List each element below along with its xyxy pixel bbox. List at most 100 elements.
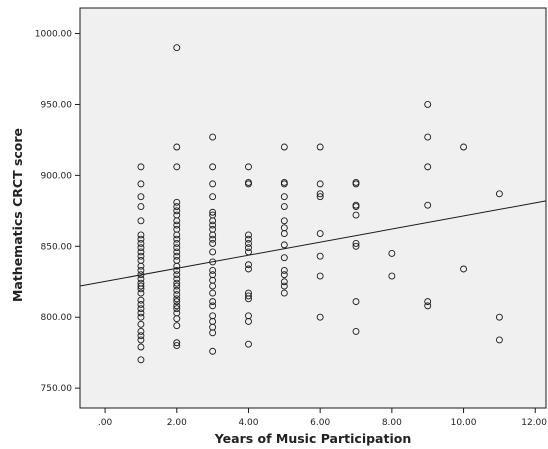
data-point (316, 193, 324, 201)
data-point (137, 332, 145, 340)
data-point (352, 242, 360, 250)
data-point (173, 342, 181, 350)
data-point (352, 327, 360, 335)
data-point (137, 356, 145, 364)
data-point (173, 295, 181, 303)
data-point (173, 244, 181, 252)
data-point (460, 143, 468, 151)
data-point (209, 289, 217, 297)
data-point (209, 163, 217, 171)
data-point (316, 180, 324, 188)
x-tick-label: 8.00 (382, 418, 402, 428)
data-point (137, 282, 145, 290)
data-point (173, 248, 181, 256)
data-point (137, 163, 145, 171)
data-point (245, 265, 252, 273)
data-point (209, 248, 217, 256)
data-point (424, 298, 432, 306)
data-point (245, 292, 252, 300)
x-axis-label: Years of Music Participation (214, 431, 411, 446)
data-point (137, 275, 145, 283)
data-point (424, 133, 432, 141)
data-point (173, 315, 181, 323)
data-point (209, 298, 217, 306)
data-point (209, 266, 217, 274)
data-point (137, 301, 145, 308)
data-point (245, 318, 252, 325)
data-point (173, 231, 181, 239)
data-point (173, 279, 181, 287)
data-point (173, 286, 181, 294)
data-point (137, 244, 145, 252)
fit-line (79, 200, 547, 287)
y-tick-label: 800.00 (41, 313, 73, 323)
data-point (137, 313, 145, 321)
data-point (280, 143, 288, 151)
data-point (209, 282, 217, 290)
data-point (316, 143, 324, 151)
data-point (173, 298, 181, 306)
data-point (209, 329, 217, 337)
data-point (137, 327, 145, 335)
data-point (137, 296, 145, 304)
data-point (137, 305, 145, 313)
x-tick-label: 6.00 (310, 418, 330, 428)
data-point (137, 343, 145, 351)
data-point (173, 44, 181, 52)
data-point (460, 265, 468, 273)
data-point (424, 163, 432, 171)
data-point (352, 180, 360, 188)
data-point (280, 217, 288, 225)
y-axis-ticks: 750.00 800.00 850.00 900.00 950.00 1000.00 (35, 30, 80, 394)
data-point (245, 261, 252, 269)
data-point (280, 193, 288, 201)
y-axis-label: Mathematics CRCT score (10, 128, 25, 302)
data-point (280, 180, 288, 188)
data-point (137, 231, 145, 239)
x-axis-ticks: .00 2.00 4.00 6.00 8.00 10.00 12.00 (98, 408, 547, 428)
data-point (137, 240, 145, 247)
data-point (173, 282, 181, 290)
data-point (137, 217, 145, 225)
x-tick-label: 12.00 (521, 418, 547, 428)
data-point (173, 203, 181, 211)
data-point (173, 275, 181, 283)
data-point (280, 271, 288, 279)
data-point (137, 285, 145, 293)
data-points (137, 44, 503, 364)
data-point (173, 262, 181, 270)
data-point (245, 240, 252, 247)
data-point (137, 252, 145, 260)
data-point (352, 211, 360, 219)
data-point (173, 143, 181, 151)
x-tick-label: .00 (98, 418, 113, 428)
data-point (137, 193, 145, 201)
data-point (173, 266, 181, 274)
data-point (137, 248, 145, 256)
y-tick-label: 900.00 (41, 171, 73, 181)
data-point (137, 262, 145, 270)
data-point (316, 252, 324, 260)
data-point (137, 289, 145, 297)
data-point (209, 193, 217, 201)
data-point (424, 201, 432, 209)
data-point (137, 266, 145, 274)
data-point (209, 221, 217, 229)
data-point (245, 235, 252, 243)
plot-area (79, 7, 547, 409)
data-point (245, 244, 252, 252)
data-point (352, 298, 360, 306)
data-point (173, 271, 181, 279)
data-point (280, 282, 288, 290)
data-point (173, 305, 181, 313)
data-point (173, 198, 181, 206)
data-point (495, 336, 503, 344)
data-point (173, 235, 181, 243)
data-point (209, 231, 217, 239)
data-point (245, 180, 252, 188)
y-tick-label: 750.00 (41, 384, 73, 394)
data-point (280, 266, 288, 274)
data-point (173, 322, 181, 330)
data-point (209, 235, 217, 243)
